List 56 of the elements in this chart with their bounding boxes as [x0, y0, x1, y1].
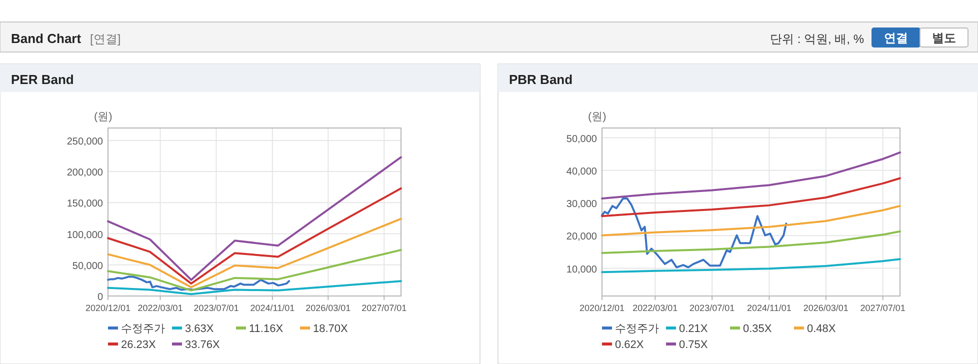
- legend-label: 0.48X: [807, 323, 836, 335]
- x-tick-label: 2020/12/01: [85, 303, 131, 313]
- line-series: [107, 156, 402, 281]
- x-tick-label: 2022/03/01: [138, 303, 183, 313]
- y-tick-label: 0: [97, 292, 104, 303]
- line-series: [107, 248, 402, 292]
- text: 연결: [884, 31, 908, 45]
- line-series: [601, 151, 901, 200]
- x-tick-label: 2027/07/01: [362, 303, 407, 313]
- y-axis-title: (원): [588, 111, 606, 123]
- legend-label: 0.21X: [679, 323, 708, 335]
- chart-title: PBR Band: [509, 72, 573, 87]
- line-series: [601, 230, 901, 254]
- line-series: [601, 204, 901, 236]
- legend-label: 0.35X: [743, 323, 772, 335]
- y-axis-title: (원): [94, 111, 112, 123]
- x-tick-label: 2023/07/01: [690, 303, 735, 313]
- x-tick-label: 2024/11/01: [250, 303, 295, 313]
- x-tick-label: 2022/03/01: [632, 303, 678, 313]
- legend-label: 0.75X: [679, 339, 708, 351]
- y-tick-label: 200,000: [66, 168, 104, 179]
- line-series: [107, 280, 402, 296]
- y-tick-label: 150,000: [66, 198, 104, 210]
- chart-title: PER Band: [11, 72, 74, 87]
- legend-label: 0.62X: [615, 339, 644, 351]
- x-tick-label: 2027/07/01: [860, 303, 906, 313]
- y-tick-label: 50,000: [72, 260, 104, 272]
- y-tick-label: 30,000: [566, 199, 598, 210]
- line-series: [601, 197, 788, 268]
- legend-label: 11.16X: [249, 323, 284, 335]
- line-series: [601, 258, 901, 274]
- line-series: [107, 276, 290, 291]
- text: [연결]: [90, 32, 121, 46]
- line-series: [107, 218, 402, 288]
- legend-label: 33.76X: [185, 339, 221, 351]
- line-series: [601, 177, 901, 218]
- x-tick-label: 2026/03/01: [306, 303, 351, 313]
- text: Band Chart: [11, 31, 82, 46]
- text: 단위 : 억원, 배, %: [770, 32, 864, 46]
- y-tick-label: 10,000: [566, 264, 598, 276]
- y-tick-label: 20,000: [566, 232, 598, 243]
- x-tick-label: 2020/12/01: [579, 303, 625, 313]
- legend-label: 수정주가: [121, 323, 165, 335]
- x-tick-label: 2026/03/01: [803, 303, 848, 313]
- y-tick-label: 50,000: [566, 134, 598, 145]
- legend-label: 26.23X: [121, 339, 157, 351]
- y-tick-label: 40,000: [566, 166, 598, 178]
- line-series: [107, 187, 402, 285]
- y-tick-label: 250,000: [66, 136, 104, 148]
- y-tick-label: 100,000: [66, 230, 104, 241]
- x-tick-label: 2024/11/01: [747, 303, 792, 313]
- x-tick-label: 2023/07/01: [194, 303, 239, 313]
- text: 별도: [932, 31, 956, 45]
- legend-label: 3.63X: [185, 323, 214, 335]
- legend-label: 18.70X: [313, 323, 349, 335]
- legend-label: 수정주가: [615, 323, 659, 335]
